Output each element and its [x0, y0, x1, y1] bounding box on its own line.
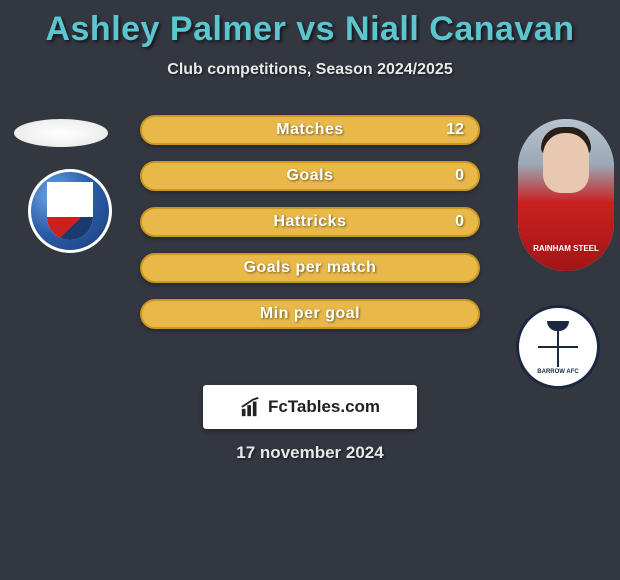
club-badge-right-cross-icon [538, 327, 578, 367]
club-badge-right: BARROW AFC [516, 305, 600, 389]
stat-bar-goals: Goals 0 [140, 161, 480, 191]
club-badge-left-shield [47, 182, 93, 240]
club-badge-left [28, 169, 112, 253]
kit-sponsor-text: RAINHAM STEEL [533, 244, 599, 253]
stat-bar-min-per-goal: Min per goal [140, 299, 480, 329]
stat-bar-goals-per-match: Goals per match [140, 253, 480, 283]
stat-value-right: 0 [455, 213, 464, 231]
brand-attribution: FcTables.com [203, 385, 417, 429]
stat-bar-hattricks: Hattricks 0 [140, 207, 480, 237]
stat-label: Goals per match [244, 259, 377, 277]
player-left-photo [14, 119, 108, 147]
comparison-subtitle: Club competitions, Season 2024/2025 [0, 61, 620, 79]
stat-label: Goals [287, 167, 334, 185]
club-badge-left-stripe [47, 217, 93, 240]
comparison-title: Ashley Palmer vs Niall Canavan [0, 0, 620, 49]
player-right-kit: RAINHAM STEEL [518, 119, 614, 271]
player-right-face [543, 133, 589, 193]
stat-label: Matches [276, 121, 344, 139]
stat-label: Hattricks [274, 213, 347, 231]
comparison-body: RAINHAM STEEL BARROW AFC Matches 12 Goal… [0, 97, 620, 497]
club-badge-right-inner: BARROW AFC [526, 315, 590, 379]
player-right-photo: RAINHAM STEEL [518, 119, 614, 271]
stat-bar-matches: Matches 12 [140, 115, 480, 145]
stat-value-right: 0 [455, 167, 464, 185]
stat-bars-container: Matches 12 Goals 0 Hattricks 0 Goals per… [140, 115, 480, 345]
stat-value-right: 12 [446, 121, 464, 139]
brand-chart-icon [240, 396, 262, 418]
stat-label: Min per goal [260, 305, 360, 323]
comparison-date: 17 november 2024 [236, 443, 383, 463]
club-badge-right-text: BARROW AFC [537, 369, 578, 375]
brand-text: FcTables.com [268, 397, 380, 417]
